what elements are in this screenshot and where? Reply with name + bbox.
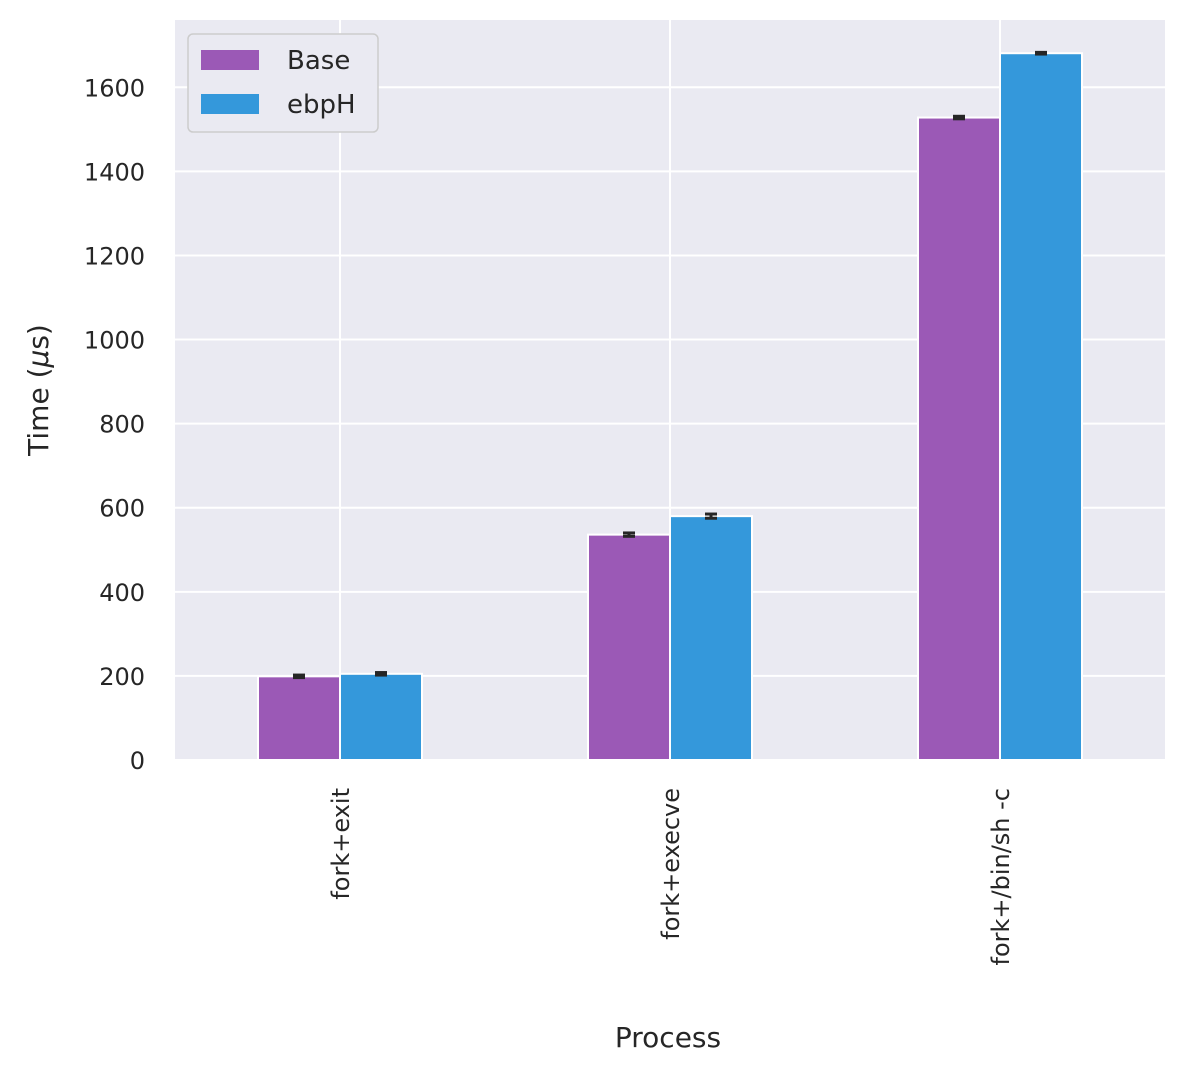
y-tick-label: 600	[99, 495, 145, 523]
legend-swatch-base	[201, 50, 259, 70]
y-tick-label: 200	[99, 663, 145, 691]
bar-base-3	[917, 116, 1001, 761]
bar-base-1	[257, 675, 341, 761]
y-axis-title-suffix: s)	[22, 324, 55, 350]
legend-label-base: Base	[287, 46, 350, 76]
error-bars	[293, 50, 1047, 680]
y-tick-label: 1400	[84, 158, 145, 186]
x-axis-title: Process	[615, 1021, 721, 1054]
y-tick-label: 800	[99, 411, 145, 439]
bars	[257, 52, 1083, 762]
legend: Base ebpH	[187, 33, 379, 133]
legend-label-ebph: ebpH	[287, 90, 356, 120]
y-tick-labels: 0 200 400 600 800 1000 1200 1400 1600	[84, 74, 145, 775]
x-tick-label: fork+execve	[657, 788, 685, 940]
bar-ebph-2	[669, 515, 753, 761]
bar-ebph-3	[999, 52, 1083, 762]
y-tick-label: 1200	[84, 242, 145, 270]
bar-ebph-1	[339, 672, 423, 762]
x-tick-labels: fork+exit fork+execve fork+/bin/sh -c	[327, 788, 1015, 966]
legend-swatch-ebph	[201, 94, 259, 114]
x-tick-label: fork+exit	[327, 788, 355, 900]
y-tick-label: 400	[99, 579, 145, 607]
y-tick-label: 1000	[84, 327, 145, 355]
y-axis-title: Time (μs)	[22, 324, 55, 457]
y-tick-label: 1600	[84, 74, 145, 102]
x-tick-label: fork+/bin/sh -c	[987, 788, 1015, 966]
y-tick-label: 0	[130, 747, 145, 775]
y-axis-title-prefix: Time (	[22, 367, 55, 456]
bar-base-2	[587, 533, 671, 761]
y-axis-title-mu: μ	[22, 350, 55, 369]
